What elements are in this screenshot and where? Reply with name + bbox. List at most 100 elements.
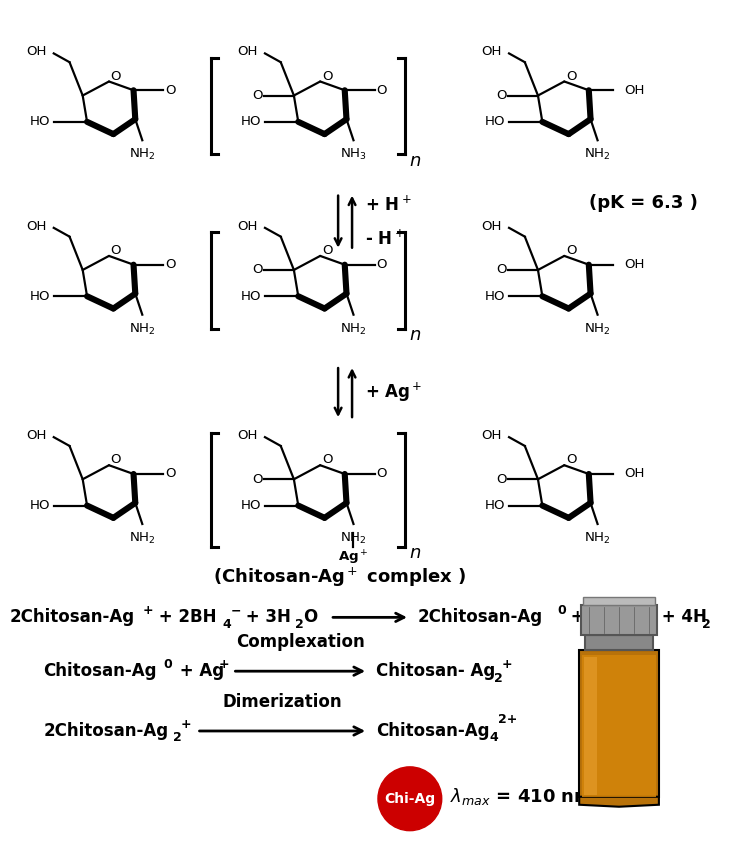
Text: HO: HO [30,115,50,129]
Text: NH$_2$: NH$_2$ [340,321,367,337]
Text: HO: HO [241,499,261,512]
Text: $\lambda_{max}$ = 410 nm: $\lambda_{max}$ = 410 nm [449,786,593,807]
Text: 3: 3 [611,618,620,631]
Text: OH: OH [27,45,46,58]
Text: + H$^+$: + H$^+$ [365,195,412,214]
Text: + 2H: + 2H [565,608,616,626]
Text: 0: 0 [557,604,566,617]
Polygon shape [583,597,655,606]
Text: 2: 2 [295,618,304,631]
Text: OH: OH [27,429,46,442]
Text: 2Chitosan-Ag: 2Chitosan-Ag [44,722,168,740]
Text: O: O [322,453,332,466]
Text: O: O [252,89,262,102]
Text: OH: OH [624,468,644,481]
Text: OH: OH [27,220,46,233]
Text: O: O [165,468,176,481]
Text: O: O [566,69,576,83]
Text: 2Chitosan-Ag: 2Chitosan-Ag [10,608,134,626]
Text: 2: 2 [173,732,182,744]
Text: O: O [496,89,506,102]
Text: O: O [252,473,262,486]
Text: +: + [218,657,230,671]
Text: OH: OH [238,429,258,442]
Text: 2: 2 [702,618,711,631]
Text: BO: BO [619,608,646,626]
Text: Chi-Ag: Chi-Ag [384,792,435,805]
Text: O: O [322,244,332,257]
Text: O: O [376,258,387,272]
Text: OH: OH [238,220,258,233]
Text: Dimerization: Dimerization [223,693,342,711]
Text: + 2BH: + 2BH [153,608,216,626]
Text: O: O [111,244,121,257]
Text: (Chitosan-Ag$^+$ complex ): (Chitosan-Ag$^+$ complex ) [213,566,467,589]
Text: n: n [410,151,421,170]
Text: 2: 2 [494,672,503,684]
Polygon shape [579,651,659,797]
Text: 2Chitosan-Ag: 2Chitosan-Ag [418,608,543,626]
Text: O: O [376,84,387,96]
Text: O: O [165,84,176,96]
Text: −: − [230,605,241,618]
Text: NH$_2$: NH$_2$ [340,531,367,547]
Text: OH: OH [481,45,502,58]
Text: Chitosan-Ag: Chitosan-Ag [44,662,156,680]
Text: - H$^+$: - H$^+$ [365,229,404,248]
Text: +: + [143,604,154,617]
Text: + 4H: + 4H [656,608,707,626]
Text: HO: HO [485,499,506,512]
Text: O: O [496,263,506,277]
Text: Chitosan-Ag: Chitosan-Ag [376,722,489,740]
Polygon shape [579,797,659,807]
Text: (pK = 6.3 ): (pK = 6.3 ) [589,194,698,212]
Text: OH: OH [624,84,644,96]
Text: HO: HO [30,290,50,303]
Text: O: O [566,453,576,466]
Text: NH$_3$: NH$_3$ [340,147,367,162]
Text: n: n [410,544,421,562]
Polygon shape [582,656,656,797]
Text: +: + [181,717,191,730]
Text: O: O [496,473,506,486]
Text: 2+: 2+ [497,712,517,726]
Text: HO: HO [30,499,50,512]
Text: NH$_2$: NH$_2$ [129,321,156,337]
Text: HO: HO [485,115,506,129]
Text: + Ag: + Ag [173,662,224,680]
Circle shape [378,766,442,831]
Text: Complexation: Complexation [236,634,365,651]
Text: NH$_2$: NH$_2$ [584,531,611,547]
Text: O: O [376,468,387,481]
Text: HO: HO [241,290,261,303]
Text: O: O [322,69,332,83]
Text: Ag$^+$: Ag$^+$ [338,548,369,567]
Text: HO: HO [485,290,506,303]
Text: 3: 3 [648,618,657,631]
Polygon shape [585,635,653,651]
Text: NH$_2$: NH$_2$ [129,531,156,547]
Text: +: + [502,657,512,671]
Text: OH: OH [481,220,502,233]
Text: NH$_2$: NH$_2$ [584,147,611,162]
Text: OH: OH [624,258,644,272]
Text: O: O [252,263,262,277]
Text: OH: OH [481,429,502,442]
Text: Chitosan- Ag: Chitosan- Ag [376,662,495,680]
Text: 0: 0 [164,657,173,671]
Text: n: n [410,326,421,344]
Text: NH$_2$: NH$_2$ [584,321,611,337]
Text: 4: 4 [489,732,498,744]
Text: + 3H: + 3H [241,608,292,626]
Polygon shape [582,606,657,635]
Text: O: O [303,608,317,626]
Text: OH: OH [238,45,258,58]
Text: NH$_2$: NH$_2$ [129,147,156,162]
Text: O: O [566,244,576,257]
Text: O: O [165,258,176,272]
Text: O: O [111,69,121,83]
Text: O: O [111,453,121,466]
Text: 4: 4 [223,618,231,631]
Text: HO: HO [241,115,261,129]
Polygon shape [584,657,597,794]
